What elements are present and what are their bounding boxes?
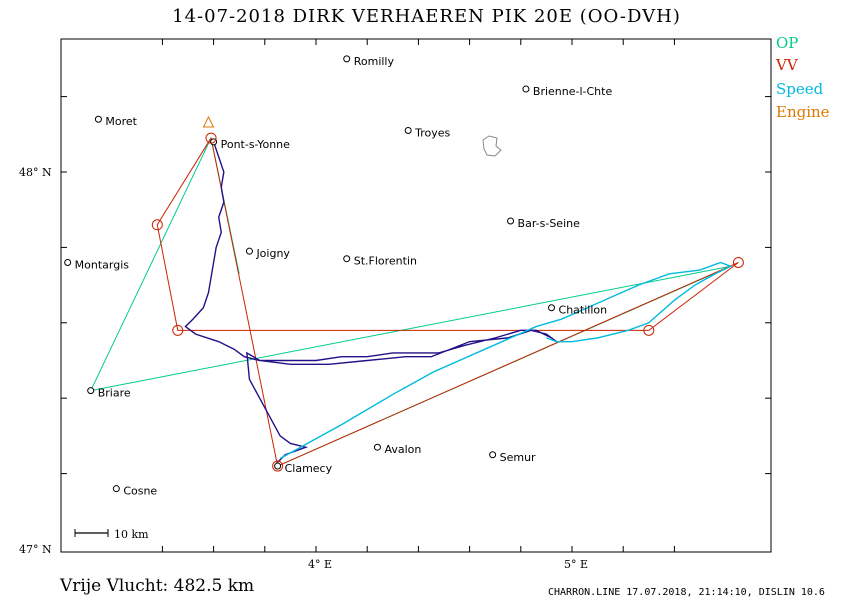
turnpoint-circle [732,256,744,268]
place-label: Brienne-l-Chte [533,85,613,98]
place-label: St.Florentin [354,255,417,268]
legend-op: OP [776,34,798,52]
map-frame [60,38,772,553]
place-dot [373,443,381,451]
credit-line: CHARRON.LINE 17.07.2018, 21:14:10, DISLI… [548,587,825,598]
turnpoint-circle [205,132,217,144]
place-dot [489,451,497,459]
turnpoint-circle [172,324,184,336]
place-dot [548,304,556,312]
op-route [90,136,731,467]
speed-track [279,261,733,460]
place-dot [94,115,102,123]
turnpoint-markers [151,115,744,472]
place-markers: Romilly Brienne-l-Chte Moret Troyes Pont-s-Y… [64,55,613,498]
turnpoint-circle [272,460,284,472]
place-dot [274,462,282,470]
place-label: Briare [98,387,131,400]
legend-vv: VV [776,56,798,74]
place-label: Joigny [255,247,290,260]
distance-readout: Vrije Vlucht: 482.5 km [60,576,255,596]
place-label: Pont-s-Yonne [221,138,291,151]
place-dot [87,387,95,395]
legend-label-engine: Engine [776,103,830,121]
place-dot [64,258,72,266]
place-dot [343,55,351,63]
lon-label-4: 4° E [308,558,332,571]
place-dot [112,485,120,493]
place-dot [522,85,530,93]
place-label: Moret [105,115,137,128]
place-label: Avalon [384,443,421,456]
op-leg-2 [90,265,731,467]
lat-label-48: 48° N [19,166,52,179]
place-label: Semur [500,451,536,464]
legend-speed: Speed [776,80,823,98]
engine-marker [202,115,215,128]
lon-label-5: 5° E [564,558,588,571]
place-label: Romilly [354,55,395,68]
place-label: Chatillon [559,304,608,317]
place-dot [245,247,253,255]
legend-label-vv: VV [776,56,798,74]
vv-route [156,137,739,467]
legend-label-op: OP [776,34,799,52]
place-dot [404,127,412,135]
place-label: Cosne [123,485,157,498]
map-title: 14-07-2018 DIRK VERHAEREN PIK 20E (OO-DV… [172,6,681,27]
flight-track [184,141,558,463]
place-label: Bar-s-Seine [518,217,581,230]
legend-label-speed: Speed [776,80,824,98]
legend-engine: Engine [776,103,830,121]
lake-outline [482,135,502,157]
vv-polygon [156,137,739,467]
place-label: Montargis [75,258,130,271]
place-dot [343,255,351,263]
place-dot [507,217,515,225]
turnpoint-circle [643,324,655,336]
place-label: Clamecy [285,462,333,475]
scale-label: 10 km [114,528,149,541]
lat-label-47: 47° N [19,543,52,556]
place-label: Troyes [414,127,450,140]
axis-ticks: 48° N 47° N 4° E 5° E [19,39,771,571]
turnpoint-circle [151,219,163,231]
